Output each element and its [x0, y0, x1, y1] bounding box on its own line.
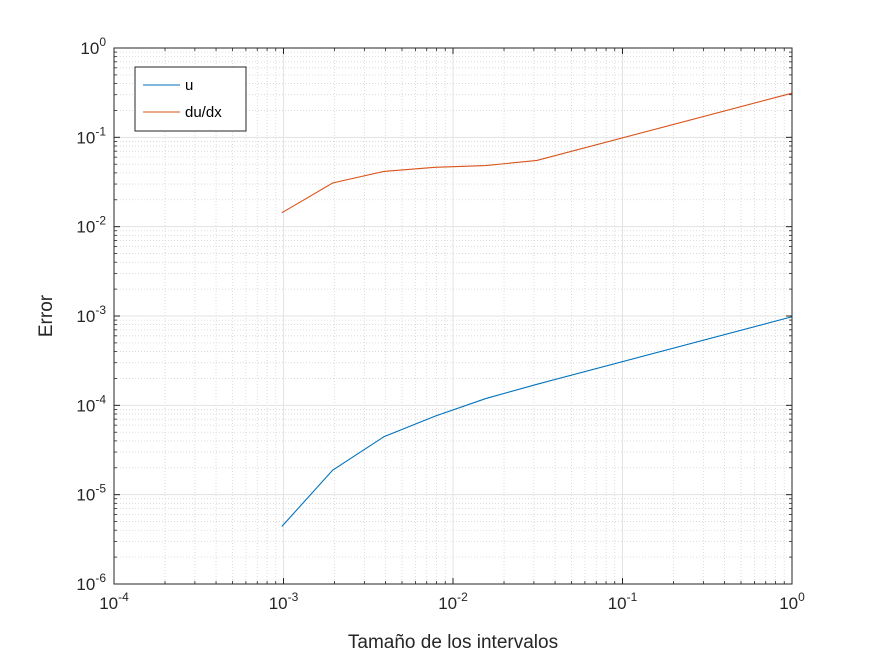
y-tick-label: 10-6	[76, 571, 106, 594]
tick-base: 10	[76, 575, 95, 594]
series-du-dx	[281, 92, 793, 214]
x-tick-labels: 10-4 10-3 10-2 10-1 100	[99, 590, 805, 613]
tick-exponent: -6	[95, 571, 106, 585]
tick-base: 10	[76, 486, 95, 505]
tick-exponent: -3	[95, 303, 106, 317]
axis-ticks	[113, 47, 793, 585]
y-tick-label: 10-3	[76, 303, 106, 326]
tick-exponent: 0	[99, 35, 106, 49]
x-axis-label: Tamaño de los intervalos	[348, 632, 558, 653]
tick-exponent: -4	[95, 392, 106, 406]
tick-base: 10	[76, 307, 95, 326]
tick-base: 10	[99, 594, 118, 613]
x-tick-label: 10-1	[608, 590, 638, 613]
tick-exponent: -2	[457, 590, 468, 604]
tick-exponent: 0	[798, 590, 805, 604]
x-tick-label: 10-4	[99, 590, 129, 613]
tick-base: 10	[76, 396, 95, 415]
legend-entry: du/dx	[143, 104, 222, 121]
y-axis-label: Error	[36, 294, 57, 337]
legend: u du/dx	[134, 66, 247, 132]
tick-base: 10	[269, 594, 288, 613]
tick-base: 10	[76, 128, 95, 147]
series-line	[281, 316, 793, 527]
tick-base: 10	[76, 218, 95, 237]
tick-base: 10	[80, 39, 99, 58]
legend-label: du/dx	[185, 104, 222, 121]
x-tick-label: 10-2	[438, 590, 468, 613]
y-tick-label: 10-5	[76, 482, 106, 505]
x-tick-label: 100	[779, 590, 805, 613]
tick-exponent: -2	[95, 214, 106, 228]
x-tick-label: 10-3	[269, 590, 299, 613]
tick-base: 10	[438, 594, 457, 613]
tick-exponent: -1	[95, 124, 106, 138]
series-u	[281, 316, 793, 527]
y-tick-label: 10-4	[76, 392, 106, 415]
legend-entry: u	[143, 77, 193, 94]
y-tick-label: 100	[80, 35, 106, 58]
legend-box	[134, 66, 247, 132]
series-line	[281, 92, 793, 214]
tick-base: 10	[608, 594, 627, 613]
tick-exponent: -4	[118, 590, 129, 604]
legend-label: u	[185, 77, 193, 94]
tick-exponent: -1	[627, 590, 638, 604]
tick-exponent: -3	[288, 590, 299, 604]
y-tick-label: 10-1	[76, 124, 106, 147]
y-tick-label: 10-2	[76, 214, 106, 237]
tick-exponent: -5	[95, 482, 106, 496]
tick-base: 10	[779, 594, 798, 613]
series-layer	[281, 92, 793, 527]
